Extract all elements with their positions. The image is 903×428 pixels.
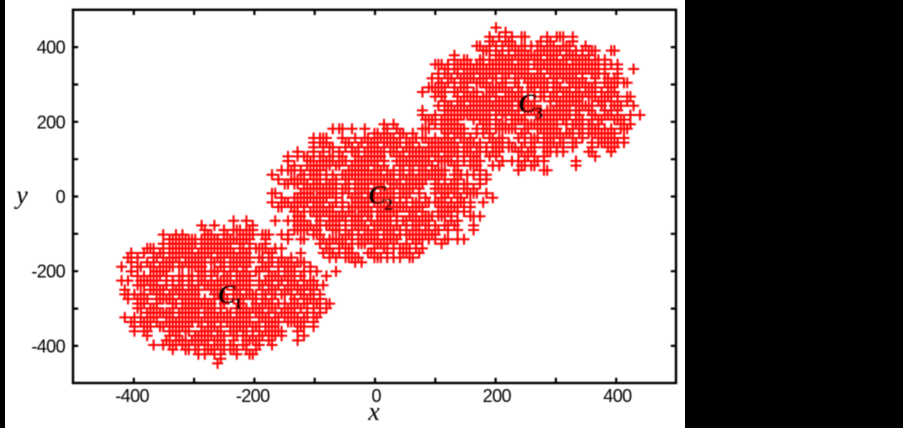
svg-text:0: 0 (371, 386, 381, 406)
svg-text:0: 0 (56, 187, 66, 207)
svg-text:400: 400 (603, 386, 632, 406)
svg-text:-400: -400 (31, 336, 65, 356)
svg-text:200: 200 (37, 112, 66, 132)
svg-text:y: y (13, 181, 28, 210)
svg-text:-200: -200 (31, 262, 65, 282)
svg-text:-200: -200 (236, 386, 270, 406)
svg-text:-400: -400 (115, 386, 149, 406)
svg-text:x: x (367, 397, 380, 426)
svg-text:200: 200 (483, 386, 512, 406)
svg-text:400: 400 (37, 38, 66, 58)
